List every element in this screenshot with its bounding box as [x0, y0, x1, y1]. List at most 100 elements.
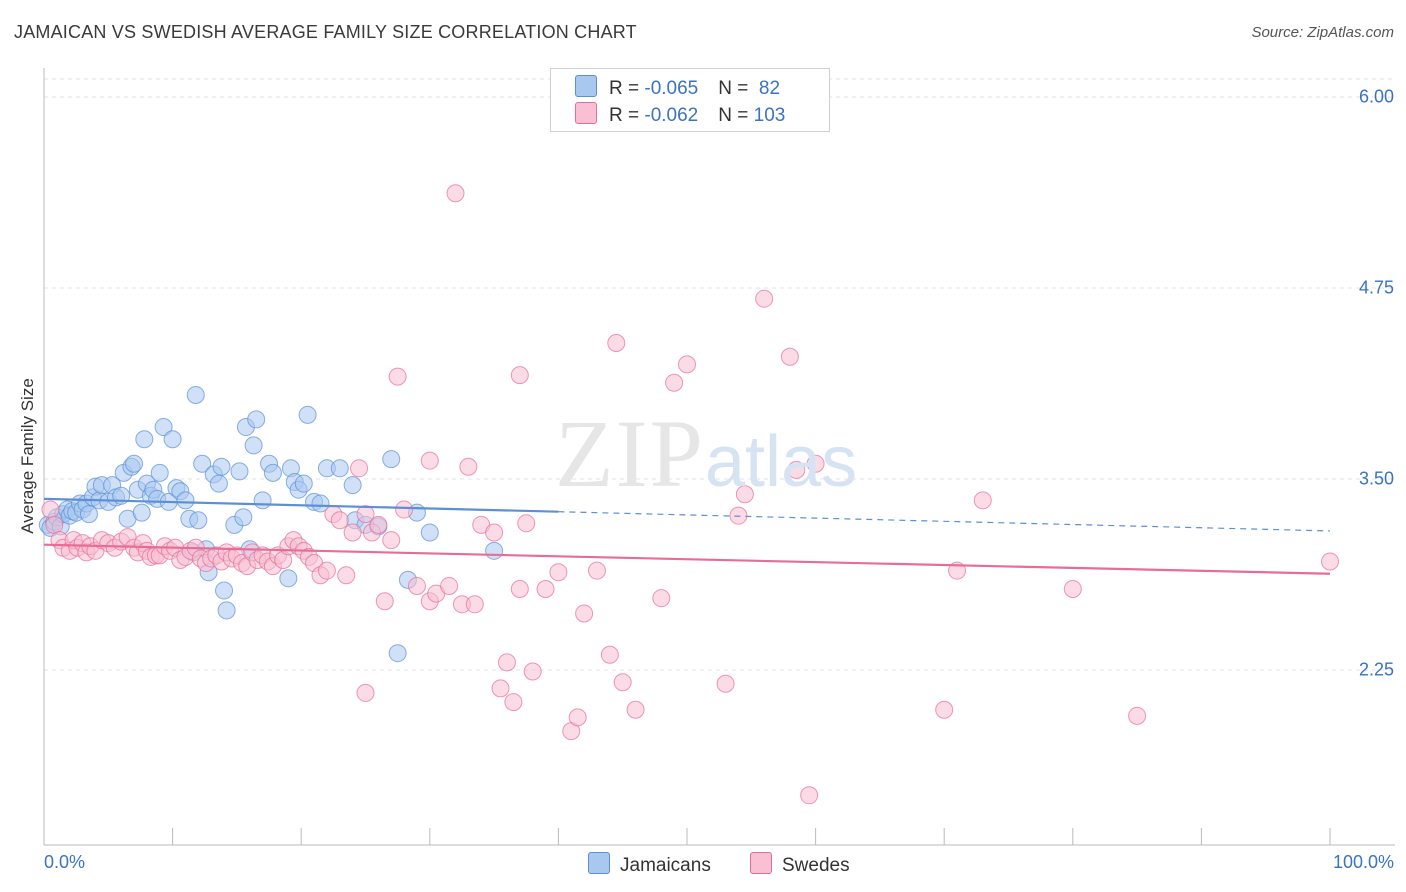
swedes-point	[41, 500, 60, 519]
watermark: ZIPatlas	[555, 400, 858, 507]
legend-swatch-swedes	[575, 102, 597, 124]
swedes-point	[626, 700, 645, 719]
y-tick-label: 4.75	[1358, 277, 1394, 298]
jamaicans-point	[263, 463, 282, 482]
swedes-point	[973, 491, 992, 510]
legend-n-label: N =	[718, 105, 754, 126]
bottom-legend-jamaicans: Jamaicans	[588, 852, 711, 877]
swedes-point	[1063, 580, 1082, 599]
y-tick-label: 2.25	[1358, 659, 1394, 680]
jamaicans-point	[343, 476, 362, 495]
jamaicans-point	[125, 454, 144, 473]
swedes-point	[536, 580, 555, 599]
jamaicans-trend-extension	[558, 511, 1331, 532]
swedes-point	[510, 580, 529, 599]
swedes-point	[678, 355, 696, 374]
jamaicans-point	[247, 410, 266, 429]
jamaicans-point	[388, 644, 407, 663]
legend-n-label: N =	[718, 78, 754, 99]
swedes-point	[337, 566, 356, 585]
swedes-point	[375, 592, 394, 611]
legend-n-value: 103	[753, 105, 786, 126]
legend-r-label: R =	[609, 105, 645, 126]
legend-r-label: R =	[609, 78, 645, 99]
swedes-point	[587, 561, 606, 580]
jamaicans-point	[234, 508, 253, 527]
swedes-point	[1128, 706, 1147, 725]
swedes-point	[800, 786, 819, 805]
swedes-point	[652, 589, 671, 608]
swedes-point	[735, 485, 754, 504]
swedes-point	[568, 708, 587, 727]
jamaicans-point	[382, 450, 401, 469]
swedes-point	[510, 366, 529, 385]
jamaicans-point	[420, 523, 439, 542]
x-tick-label: 0.0%	[44, 852, 86, 872]
bottom-legend-swatch-jamaicans	[588, 852, 610, 874]
swedes-point	[388, 367, 407, 386]
swedes-point	[549, 563, 568, 582]
bottom-legend-label: Jamaicans	[620, 855, 711, 876]
legend-row-jamaicans: R = -0.065 N = 82	[575, 75, 780, 99]
swedes-point	[755, 289, 774, 308]
jamaicans-point	[217, 601, 236, 620]
stats-legend: R = -0.065 N = 82 R = -0.062 N = 103	[550, 68, 830, 132]
y-tick-label: 6.00	[1358, 86, 1394, 107]
swedes-point	[459, 457, 478, 476]
legend-n-value: 82	[753, 78, 781, 99]
jamaicans-point	[176, 491, 195, 510]
swedes-point	[465, 595, 484, 614]
jamaicans-point	[330, 459, 349, 478]
swedes-point	[395, 500, 414, 519]
jamaicans-point	[193, 454, 212, 473]
jamaicans-trend-line	[43, 497, 559, 513]
jamaicans-point	[311, 494, 330, 513]
jamaicans-point	[132, 503, 151, 522]
bottom-legend-label: Swedes	[782, 855, 850, 876]
jamaicans-point	[253, 491, 272, 510]
jamaicans-point	[485, 541, 504, 560]
swedes-point	[356, 505, 375, 524]
swedes-point	[356, 683, 375, 702]
jamaicans-point	[163, 430, 182, 449]
jamaicans-point	[294, 474, 313, 493]
swedes-point	[575, 604, 594, 623]
jamaicans-point	[244, 436, 263, 455]
jamaicans-point	[186, 385, 205, 404]
x-tick-label: 100.0%	[1332, 852, 1394, 872]
swedes-point	[382, 531, 401, 550]
jamaicans-point	[209, 474, 228, 493]
legend-r-value: -0.065	[644, 78, 699, 99]
jamaicans-point	[135, 430, 154, 449]
jamaicans-point	[150, 463, 169, 482]
jamaicans-point	[279, 569, 298, 588]
swedes-point	[504, 693, 523, 712]
swedes-point	[716, 674, 735, 693]
jamaicans-point	[154, 418, 173, 437]
swedes-point	[45, 515, 64, 534]
bottom-legend-swatch-swedes	[750, 852, 772, 874]
swedes-point	[517, 514, 536, 533]
legend-swatch-jamaicans	[575, 75, 597, 97]
swedes-point	[350, 459, 369, 478]
swedes-point	[369, 515, 388, 534]
swedes-point	[780, 347, 799, 366]
jamaicans-point	[212, 457, 231, 476]
jamaicans-point	[215, 581, 234, 600]
chart-title: JAMAICAN VS SWEDISH AVERAGE FAMILY SIZE …	[14, 22, 637, 42]
swedes-point	[485, 523, 504, 542]
swedes-point	[491, 679, 510, 698]
jamaicans-point	[189, 511, 208, 530]
swedes-point	[1321, 552, 1339, 571]
swedes-point	[607, 334, 626, 353]
swedes-point	[317, 561, 336, 580]
swedes-point	[446, 184, 465, 203]
swedes-trend-line	[43, 543, 1331, 575]
bottom-legend-swedes: Swedes	[750, 852, 850, 877]
swedes-point	[613, 673, 632, 692]
jamaicans-point	[80, 505, 99, 524]
swedes-point	[600, 645, 619, 664]
swedes-point	[407, 576, 426, 595]
swedes-point	[935, 700, 954, 719]
